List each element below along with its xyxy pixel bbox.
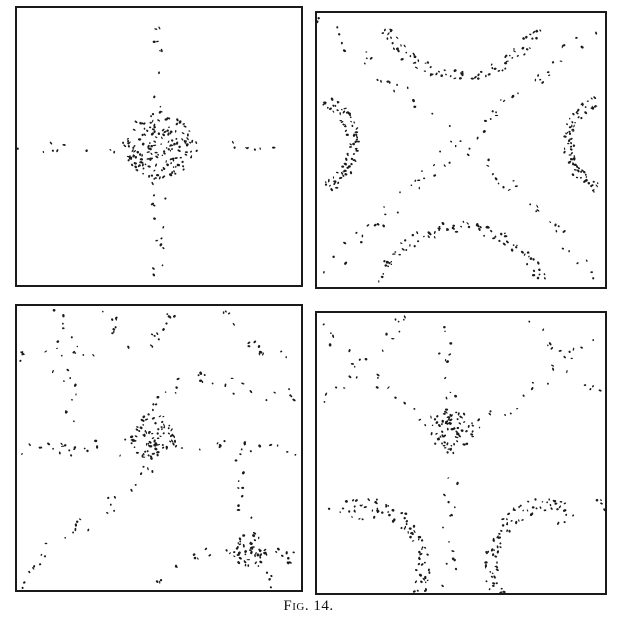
panel-bottom-left-frame xyxy=(15,304,303,592)
panel-bottom-right xyxy=(315,311,607,595)
panel-top-right-frame xyxy=(315,11,607,289)
panel-top-right xyxy=(315,11,607,289)
panel-top-left xyxy=(15,6,303,287)
panel-top-left-frame xyxy=(15,6,303,287)
panel-bottom-left-stipple xyxy=(19,308,297,590)
panel-top-right-stipple xyxy=(316,16,599,283)
panel-top-left-stipple xyxy=(16,26,276,277)
panel-bottom-right-stipple xyxy=(322,315,606,594)
figure-caption: Fig. 14. xyxy=(283,598,334,614)
panel-bottom-left xyxy=(15,304,303,592)
panel-bottom-right-frame xyxy=(315,311,607,595)
